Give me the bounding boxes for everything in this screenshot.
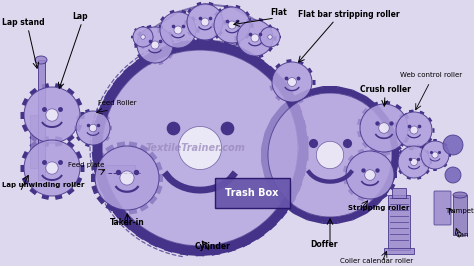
- Text: Crush roller: Crush roller: [360, 85, 411, 94]
- Circle shape: [141, 35, 145, 39]
- Ellipse shape: [35, 56, 47, 64]
- Text: Coiler calendar roller: Coiler calendar roller: [340, 258, 413, 264]
- Text: Trash Box: Trash Box: [225, 188, 279, 198]
- Circle shape: [174, 26, 182, 34]
- Circle shape: [24, 87, 80, 143]
- Text: Taker-in: Taker-in: [110, 218, 145, 227]
- Circle shape: [160, 12, 196, 48]
- Circle shape: [268, 35, 272, 39]
- Text: TextileTrainer.com: TextileTrainer.com: [145, 143, 245, 153]
- Circle shape: [95, 146, 159, 210]
- Circle shape: [201, 18, 209, 26]
- Text: Cylinder: Cylinder: [195, 242, 231, 251]
- Circle shape: [260, 27, 280, 47]
- Circle shape: [396, 112, 432, 148]
- Circle shape: [46, 109, 58, 121]
- Text: Flat bar stripping roller: Flat bar stripping roller: [298, 10, 400, 19]
- Bar: [388, 195, 410, 250]
- Bar: [215, 178, 290, 208]
- Bar: [30, 115, 38, 168]
- Circle shape: [120, 171, 134, 185]
- Bar: [105, 165, 135, 173]
- Circle shape: [268, 93, 392, 217]
- Text: Can: Can: [456, 232, 470, 238]
- Circle shape: [214, 7, 250, 43]
- Circle shape: [89, 124, 97, 132]
- Circle shape: [251, 34, 259, 42]
- Circle shape: [76, 111, 110, 145]
- Circle shape: [187, 4, 223, 40]
- Circle shape: [379, 123, 389, 133]
- Circle shape: [316, 141, 344, 169]
- Text: Feed Roller: Feed Roller: [98, 100, 137, 106]
- Circle shape: [432, 152, 438, 158]
- Circle shape: [443, 135, 463, 155]
- Circle shape: [365, 170, 375, 180]
- Text: Lap stand: Lap stand: [2, 18, 45, 27]
- Text: Web control roller: Web control roller: [400, 72, 462, 78]
- Circle shape: [151, 41, 159, 49]
- Text: Flat: Flat: [270, 8, 287, 17]
- Text: Lap: Lap: [72, 12, 88, 21]
- Circle shape: [410, 159, 418, 165]
- Bar: [392, 188, 406, 198]
- Circle shape: [288, 78, 296, 86]
- Circle shape: [228, 21, 236, 29]
- Ellipse shape: [453, 192, 467, 198]
- FancyBboxPatch shape: [434, 191, 451, 225]
- Circle shape: [237, 20, 273, 56]
- Text: Doffer: Doffer: [310, 240, 337, 249]
- Circle shape: [410, 126, 418, 134]
- Bar: [38, 60, 45, 180]
- Text: Stripping roller: Stripping roller: [348, 205, 410, 211]
- Circle shape: [445, 167, 461, 183]
- Text: Trumpet: Trumpet: [445, 208, 474, 214]
- Circle shape: [137, 27, 173, 63]
- Text: Feed plate: Feed plate: [68, 162, 104, 168]
- Bar: [453, 195, 467, 235]
- Text: Lap unwinding roller: Lap unwinding roller: [2, 182, 84, 188]
- Circle shape: [46, 162, 58, 174]
- Circle shape: [398, 146, 430, 178]
- Circle shape: [421, 141, 449, 169]
- Circle shape: [24, 140, 80, 196]
- Circle shape: [133, 27, 153, 47]
- Circle shape: [102, 50, 298, 246]
- Bar: [384, 248, 414, 254]
- Circle shape: [346, 151, 394, 199]
- Circle shape: [272, 62, 312, 102]
- Circle shape: [360, 104, 408, 152]
- Circle shape: [178, 126, 221, 169]
